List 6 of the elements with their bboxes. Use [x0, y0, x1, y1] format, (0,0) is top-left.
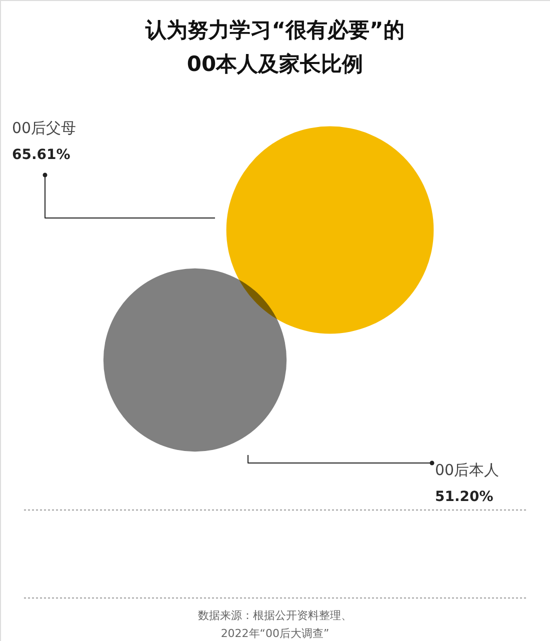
data-label: 65.61%: [12, 147, 70, 163]
source-note: 数据来源：根据公开资料整理、 2022年“00后大调查”: [198, 609, 352, 640]
data-label: 51.20%: [435, 489, 494, 505]
category-label: 00后父母: [12, 119, 76, 137]
text: 认为努力学习“很有必要”的 00本人及家长比例: [144, 18, 404, 76]
category-label: 00后本人: [435, 461, 500, 479]
